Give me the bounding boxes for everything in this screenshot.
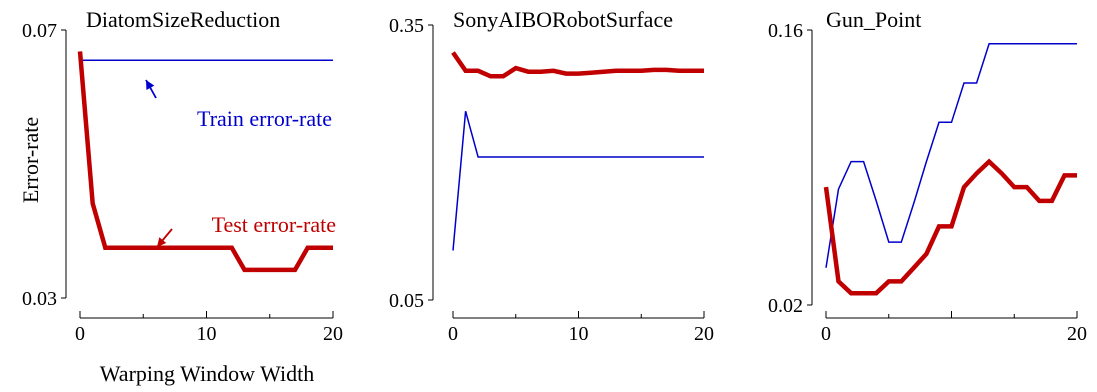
y-tick-label: 0.16: [768, 20, 803, 42]
train-annotation-arrow: [145, 79, 157, 99]
y-tick-label: 0.35: [389, 15, 424, 37]
y-tick-label: 0.03: [22, 288, 57, 310]
chart-panel-gunpoint: Gun_Point 0.02 0.16 0 20: [768, 7, 1087, 345]
chart-title: Gun_Point: [826, 7, 921, 32]
test-annotation-arrow-head: [157, 237, 167, 247]
test-error-line: [451, 51, 704, 79]
train-annotation-arrow-head: [146, 80, 155, 91]
test-annotation: Test error-rate: [212, 212, 336, 237]
test-error-line: [77, 51, 333, 273]
y-tick-label: 0.05: [389, 290, 424, 312]
y-tick-label: 0.07: [22, 20, 57, 42]
train-error-line: [825, 43, 1077, 268]
y-axis-label: Error-rate: [18, 117, 43, 203]
x-tick-label: 20: [1067, 323, 1087, 345]
train-error-line: [452, 111, 704, 251]
test-error-line: [823, 158, 1077, 296]
chart-title: SonyAIBORobotSurface: [453, 7, 673, 32]
chart-panel-diatom: DiatomSizeReduction 0.03 0.07 0 10 20: [22, 7, 343, 345]
x-tick-label: 0: [75, 323, 85, 345]
x-tick-label: 0: [448, 323, 458, 345]
test-annotation-arrow: [156, 228, 173, 248]
x-axis-label: Warping Window Width: [100, 361, 314, 386]
x-tick-label: 20: [323, 323, 343, 345]
x-tick-label: 20: [694, 323, 714, 345]
y-tick-label: 0.02: [768, 295, 803, 317]
train-annotation: Train error-rate: [197, 106, 332, 131]
x-tick-label: 0: [821, 323, 831, 345]
x-tick-label: 10: [197, 323, 217, 345]
x-tick-label: 10: [569, 323, 589, 345]
chart-title: DiatomSizeReduction: [86, 7, 280, 32]
chart-panel-sony: SonyAIBORobotSurface 0.05 0.35 0 10 20: [389, 7, 714, 345]
